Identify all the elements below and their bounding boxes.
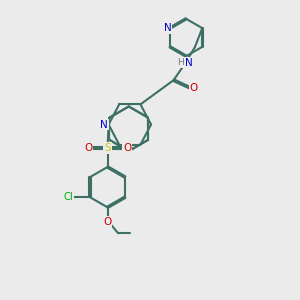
Text: O: O — [123, 143, 131, 153]
Text: N: N — [164, 23, 172, 33]
Text: H: H — [177, 58, 184, 67]
Text: O: O — [84, 143, 92, 153]
Text: O: O — [103, 217, 112, 227]
Text: N: N — [184, 58, 192, 68]
Text: Cl: Cl — [63, 192, 73, 202]
Text: N: N — [100, 119, 108, 130]
Text: S: S — [104, 143, 111, 153]
Text: O: O — [190, 82, 198, 93]
